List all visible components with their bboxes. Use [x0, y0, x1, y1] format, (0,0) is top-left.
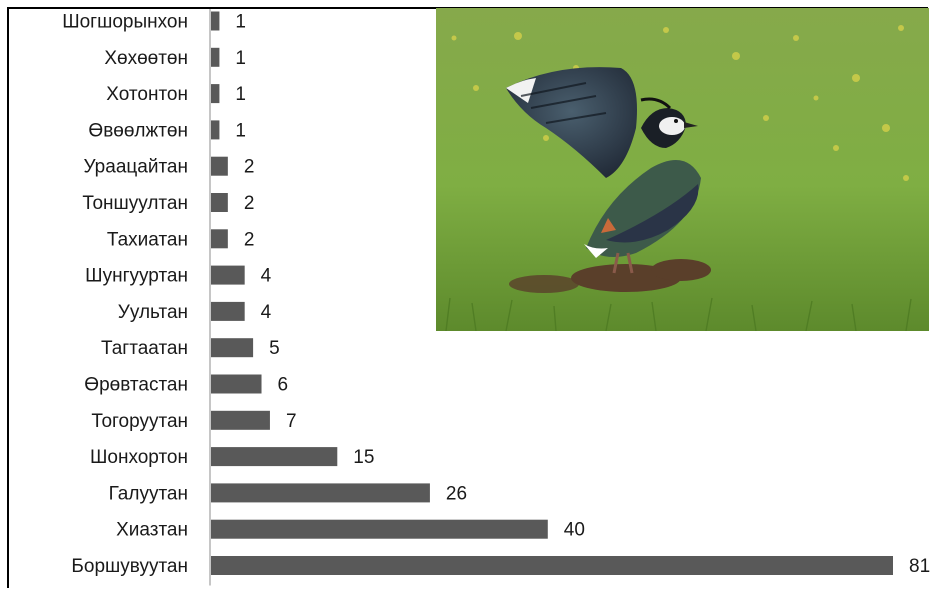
- value-label: 4: [261, 302, 272, 323]
- value-label: 2: [244, 229, 255, 250]
- bar: [211, 11, 220, 31]
- category-label: Ураацайтан: [83, 157, 188, 178]
- value-label: 2: [244, 193, 255, 214]
- bar: [211, 84, 220, 104]
- category-label: Шогшорынхон: [62, 12, 188, 33]
- category-label: Хотонтон: [106, 84, 188, 105]
- category-label: Уультан: [118, 302, 188, 323]
- category-label: Тоншуултан: [82, 193, 188, 214]
- value-label: 1: [235, 48, 246, 69]
- value-label: 2: [244, 157, 255, 178]
- value-label: 1: [235, 84, 246, 105]
- category-label: Хөхөөтөн: [104, 48, 188, 69]
- category-label: Өрөвтастан: [84, 375, 188, 396]
- category-label: Өвөөлжтөн: [88, 120, 188, 141]
- bar: [211, 301, 245, 321]
- value-label: 6: [278, 375, 289, 396]
- value-label: 40: [564, 520, 585, 541]
- bar: [211, 374, 262, 394]
- category-label: Шонхортон: [90, 447, 188, 468]
- bar: [211, 410, 270, 430]
- value-label: 1: [235, 120, 246, 141]
- bar: [211, 483, 430, 503]
- bar: [211, 338, 254, 358]
- bar: [211, 229, 228, 249]
- lapwing-photo: [436, 8, 929, 331]
- category-label: Галуутан: [109, 483, 188, 504]
- bar: [211, 556, 893, 575]
- category-label: Тагтаатан: [101, 338, 188, 359]
- bar: [211, 265, 245, 285]
- category-label: Хиазтан: [116, 520, 188, 541]
- bird: [506, 67, 701, 274]
- value-label: 15: [353, 447, 374, 468]
- bar: [211, 156, 228, 176]
- bar: [211, 47, 220, 67]
- value-label: 5: [269, 338, 280, 359]
- bar: [211, 519, 548, 539]
- lapwing-illustration: [436, 8, 929, 331]
- value-label: 1: [235, 12, 246, 33]
- value-label: 26: [446, 483, 467, 504]
- bar: [211, 120, 220, 140]
- category-label: Тогоруутан: [91, 411, 188, 432]
- bar: [211, 447, 338, 467]
- value-label: 81: [909, 556, 930, 577]
- bar: [211, 193, 228, 212]
- bar-chart: Шогшорынхон 1 Хөхөөтөн 1 Хотонтон 1 Өвөөлжтөн 1…: [62, 9, 930, 586]
- category-label: Тахиатан: [107, 229, 188, 250]
- category-label: Боршувуутан: [71, 556, 188, 577]
- bars-layer: Шогшорынхон 1 Хөхөөтөн 1 Хотонтон 1 Өвөөлжтөн 1…: [62, 11, 930, 577]
- value-label: 7: [286, 411, 297, 432]
- value-label: 4: [261, 266, 272, 287]
- category-label: Шунгууртан: [85, 266, 188, 287]
